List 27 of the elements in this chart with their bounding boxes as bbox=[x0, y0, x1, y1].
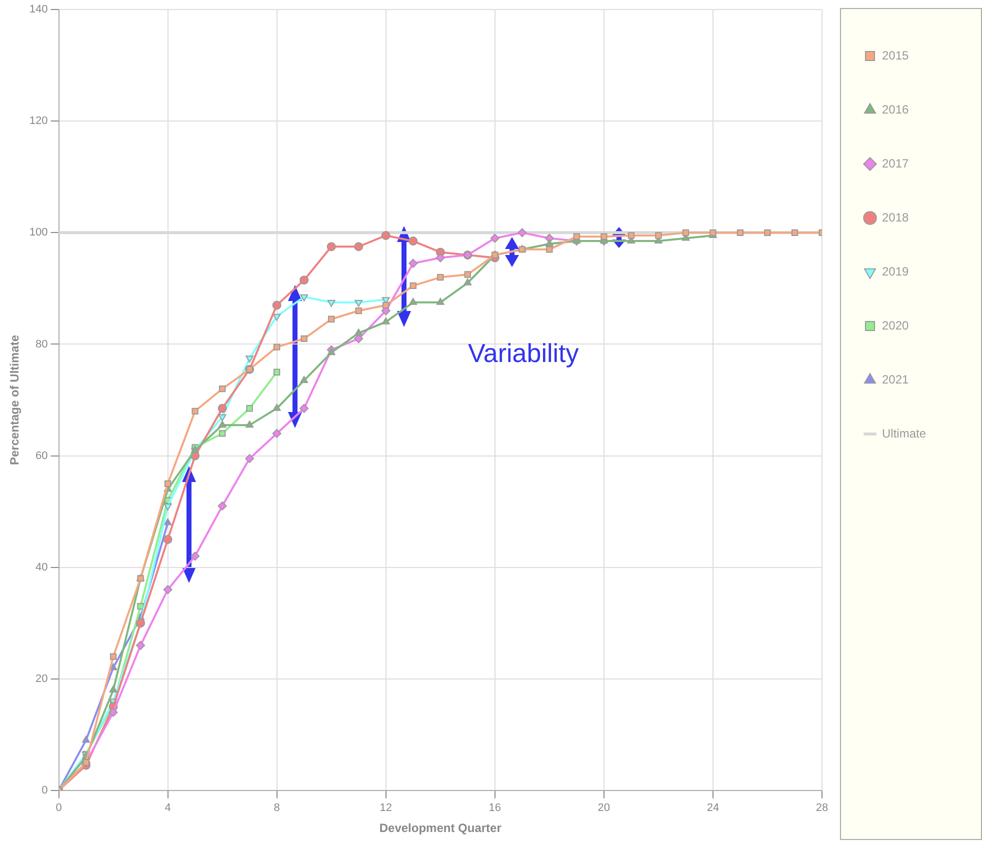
x-tick-label: 12 bbox=[380, 802, 392, 814]
legend-label: 2017 bbox=[882, 156, 910, 170]
x-tick-label: 20 bbox=[598, 802, 610, 814]
legend-label: 2016 bbox=[882, 102, 910, 116]
y-tick-label: 60 bbox=[36, 450, 48, 462]
x-tick-label: 0 bbox=[56, 802, 62, 814]
legend-label: 2018 bbox=[882, 210, 910, 224]
y-tick-label: 40 bbox=[36, 561, 48, 574]
x-axis-title: Development Quarter bbox=[379, 821, 502, 836]
legend-label: 2015 bbox=[882, 48, 910, 62]
legend-label: 2021 bbox=[882, 372, 910, 386]
legend-label: 2020 bbox=[882, 318, 910, 332]
legend-label: 2019 bbox=[882, 264, 910, 278]
y-tick-label: 80 bbox=[36, 338, 48, 350]
y-tick-label: 20 bbox=[36, 672, 48, 685]
y-tick-label: 100 bbox=[29, 226, 48, 239]
x-tick-label: 16 bbox=[488, 802, 502, 814]
y-tick-label: 0 bbox=[42, 784, 48, 796]
x-tick-label: 24 bbox=[706, 802, 720, 814]
x-tick-label: 8 bbox=[274, 802, 280, 814]
x-tick-label: 4 bbox=[164, 802, 171, 814]
y-tick-label: 120 bbox=[29, 115, 48, 128]
legend-label: Ultimate bbox=[882, 426, 926, 440]
y-axis-title: Percentage of Ultimate bbox=[8, 334, 22, 466]
x-tick-label: 28 bbox=[816, 802, 828, 814]
y-tick-label: 140 bbox=[29, 4, 48, 16]
annotation: Variability bbox=[468, 338, 579, 368]
